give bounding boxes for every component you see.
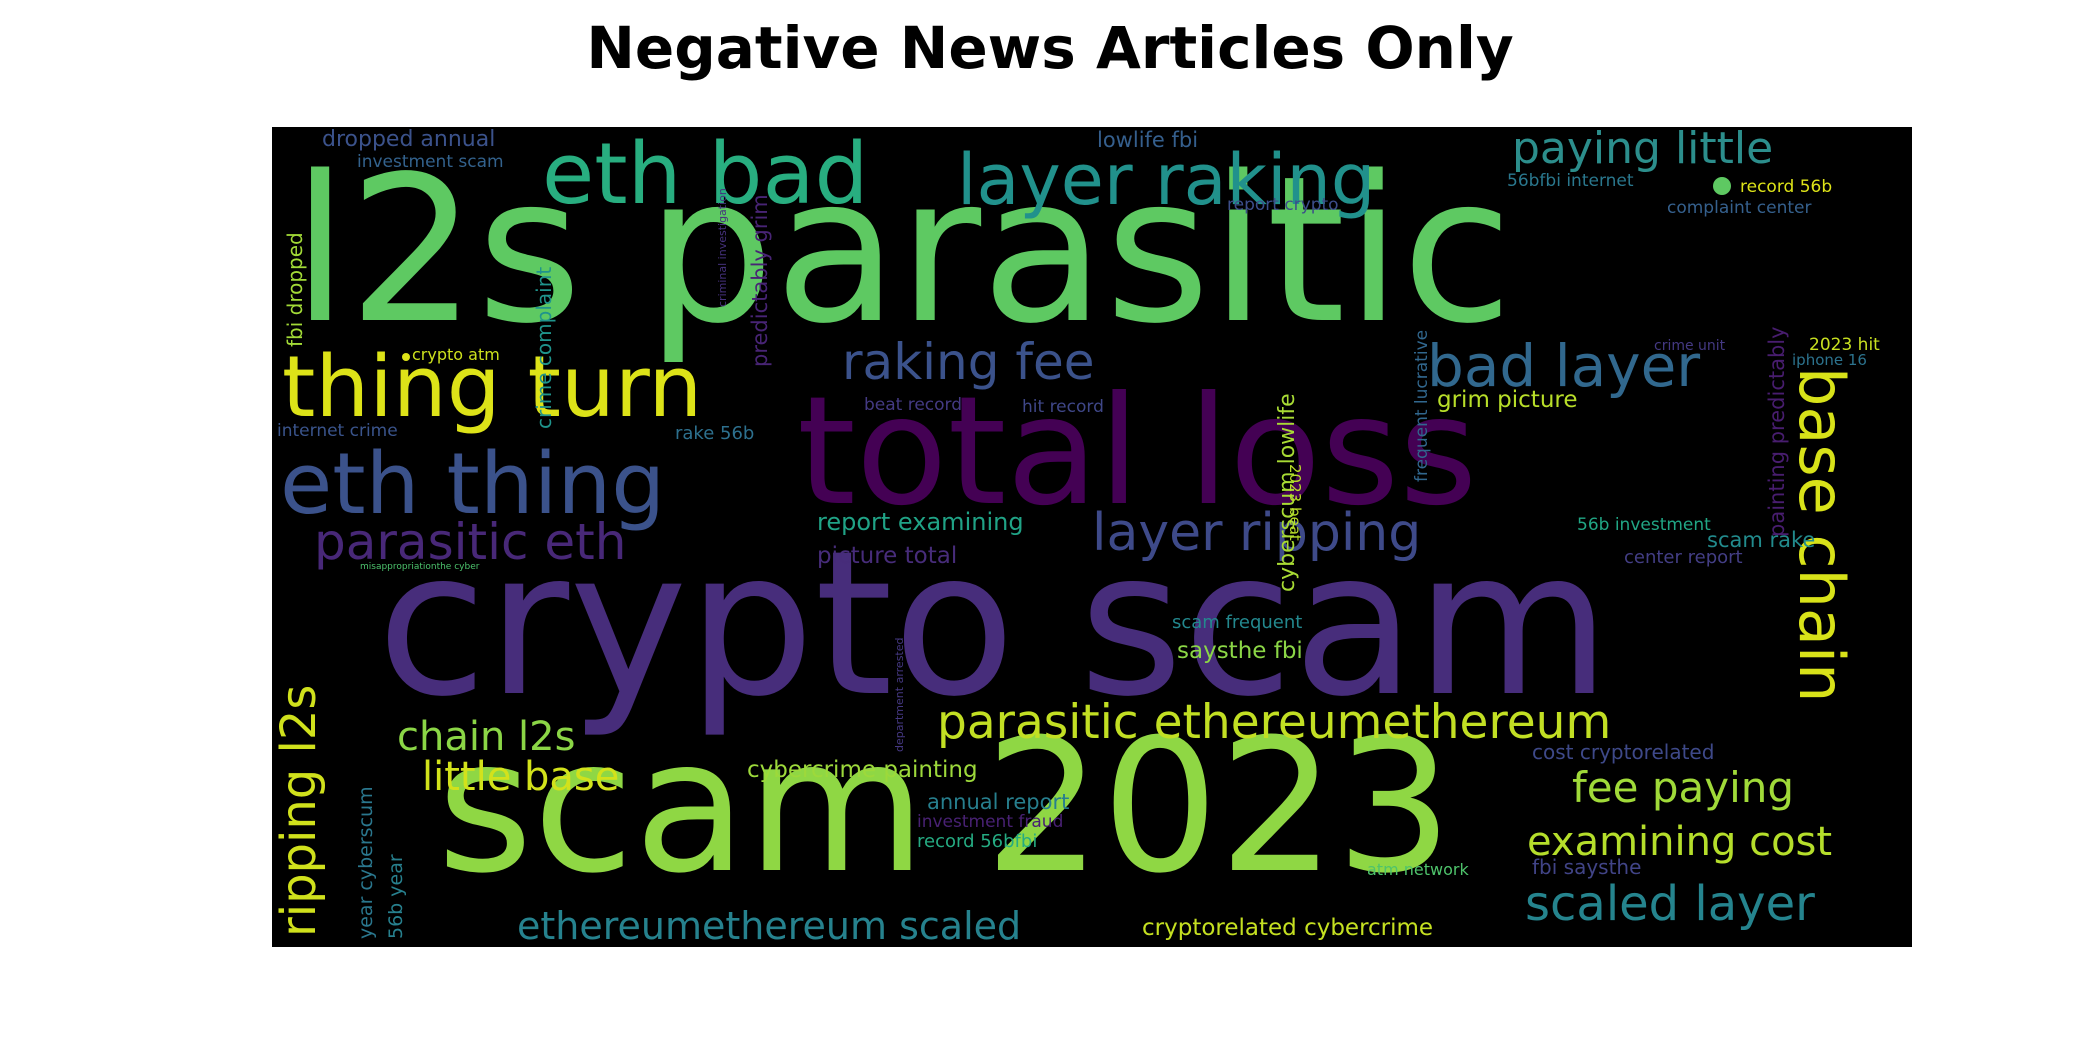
word-cloud-term: ripping l2s xyxy=(272,684,327,937)
word-cloud-term: eth bad xyxy=(542,127,869,224)
word-cloud-term: raking fee xyxy=(842,333,1095,391)
word-cloud-term: investment fraud xyxy=(917,812,1064,832)
word-cloud-term: crime complaint xyxy=(532,266,556,429)
word-cloud-term: predictably grim xyxy=(748,194,772,367)
word-cloud-term: 56b investment xyxy=(1577,515,1711,535)
word-cloud-term: parasitic eth xyxy=(314,513,627,571)
word-cloud-term: chain l2s xyxy=(397,714,576,760)
word-cloud-term: crime unit xyxy=(1654,338,1726,354)
word-cloud-term: frequent lucrative xyxy=(1412,329,1432,482)
word-cloud-term: fbi dropped xyxy=(283,232,307,347)
word-cloud-term: record 56b xyxy=(1740,177,1833,197)
dot-mark xyxy=(402,353,410,361)
word-cloud-term: atm network xyxy=(1367,860,1469,879)
word-cloud-term: scam rake xyxy=(1707,528,1816,552)
word-cloud-term: report examining xyxy=(817,508,1024,536)
word-cloud-term: 56bfbi internet xyxy=(1507,171,1634,191)
word-cloud-term: iphone 16 xyxy=(1792,351,1867,369)
word-cloud-term: layer ripping xyxy=(1092,503,1422,563)
word-cloud-term: cryptorelated cybercrime xyxy=(1142,915,1434,941)
word-cloud-term: annual report xyxy=(927,790,1070,814)
word-cloud-term: total loss xyxy=(797,365,1478,539)
word-cloud-term: scam 2023 xyxy=(437,700,1453,914)
word-cloud-term: eth thing xyxy=(280,435,666,534)
word-cloud-term: center report xyxy=(1624,547,1743,568)
word-cloud-term: rake 56b xyxy=(675,423,755,444)
word-cloud-term: cybercrime painting xyxy=(747,757,978,783)
word-cloud-term: thing turn xyxy=(282,338,703,437)
chart-title: Negative News Articles Only xyxy=(586,14,1514,82)
word-cloud-term: report crypto xyxy=(1227,195,1339,215)
word-cloud-term: l2s parasitic xyxy=(292,132,1513,368)
word-cloud-term: bad layer xyxy=(1427,332,1701,400)
word-cloud-term: lowlife fbi xyxy=(1097,128,1199,152)
word-cloud-term: picture total xyxy=(817,543,958,569)
word-cloud-term: examining cost xyxy=(1527,819,1833,865)
word-cloud-term: layer raking xyxy=(957,139,1376,221)
word-cloud-term: record 56bfbi xyxy=(917,831,1038,852)
word-cloud-term: internet crime xyxy=(277,421,398,441)
word-cloud-term: beat record xyxy=(864,395,963,415)
word-cloud-term: dropped annual xyxy=(322,127,496,152)
word-cloud-term: crypto scam xyxy=(377,508,1611,741)
word-cloud-term: grim picture xyxy=(1437,387,1578,413)
word-cloud-term: 56b year xyxy=(385,854,407,939)
word-cloud-term: little base xyxy=(422,754,620,800)
word-cloud-term: 2023 hit xyxy=(1809,335,1880,355)
word-cloud-term: criminal investigation xyxy=(716,188,729,307)
word-cloud-term: saysthe fbi xyxy=(1177,638,1303,664)
word-cloud-term: misappropriationthe cyber xyxy=(360,562,480,572)
word-cloud-term: paying little xyxy=(1512,127,1774,174)
word-cloud-term: cost cryptorelated xyxy=(1532,740,1715,764)
word-cloud-term: department arrested xyxy=(893,637,906,753)
word-cloud-term: investment scam xyxy=(357,152,504,172)
dot-mark xyxy=(1713,177,1731,195)
word-cloud-term: year cyberscum xyxy=(355,786,377,939)
word-cloud-term: hit record xyxy=(1022,397,1104,417)
word-cloud-term: scam frequent xyxy=(1172,612,1303,633)
word-cloud-term: ethereumethereum scaled xyxy=(517,904,1022,947)
word-cloud-term: fee paying xyxy=(1572,763,1795,812)
word-cloud: l2s parasitic crypto scam scam 2023 tota… xyxy=(272,127,1912,947)
word-cloud-term: fbi saysthe xyxy=(1532,855,1642,879)
word-cloud-term: painting predictably xyxy=(1765,326,1789,537)
word-cloud-term: scaled layer xyxy=(1525,876,1815,932)
word-cloud-term: parasitic ethereumethereum xyxy=(937,695,1612,750)
word-cloud-term: crypto atm xyxy=(412,345,500,364)
word-cloud-term: 2023 beat xyxy=(1286,464,1304,541)
word-cloud-term: complaint center xyxy=(1667,198,1812,218)
